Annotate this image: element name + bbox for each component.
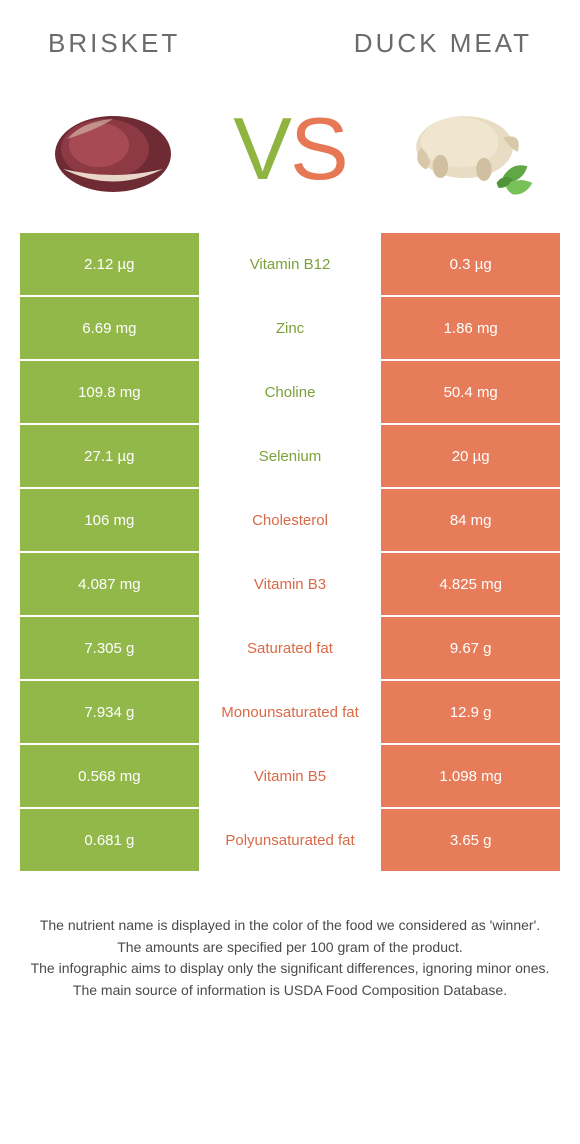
cell-right-value: 50.4 mg [381, 361, 560, 423]
cell-right-value: 1.098 mg [381, 745, 560, 807]
cell-left-value: 7.934 g [20, 681, 199, 743]
cell-nutrient-name: Zinc [201, 297, 380, 359]
cell-right-value: 1.86 mg [381, 297, 560, 359]
table-row: 4.087 mgVitamin B34.825 mg [20, 553, 560, 615]
table-row: 109.8 mgCholine50.4 mg [20, 361, 560, 423]
footer-line: The nutrient name is displayed in the co… [28, 915, 552, 937]
cell-nutrient-name: Saturated fat [201, 617, 380, 679]
cell-right-value: 12.9 g [381, 681, 560, 743]
cell-right-value: 9.67 g [381, 617, 560, 679]
cell-nutrient-name: Vitamin B3 [201, 553, 380, 615]
hero-row: VS [0, 79, 580, 233]
cell-nutrient-name: Polyunsaturated fat [201, 809, 380, 871]
cell-right-value: 20 µg [381, 425, 560, 487]
cell-nutrient-name: Vitamin B12 [201, 233, 380, 295]
cell-left-value: 106 mg [20, 489, 199, 551]
title-left: Brisket [48, 28, 180, 59]
cell-right-value: 84 mg [381, 489, 560, 551]
vs-v: V [233, 99, 290, 198]
cell-right-value: 0.3 µg [381, 233, 560, 295]
cell-left-value: 0.681 g [20, 809, 199, 871]
table-row: 7.305 gSaturated fat9.67 g [20, 617, 560, 679]
cell-right-value: 3.65 g [381, 809, 560, 871]
cell-nutrient-name: Choline [201, 361, 380, 423]
table-row: 2.12 µgVitamin B120.3 µg [20, 233, 560, 295]
cell-nutrient-name: Monounsaturated fat [201, 681, 380, 743]
duck-image [392, 89, 542, 209]
header: Brisket Duck meat [0, 0, 580, 79]
table-row: 27.1 µgSelenium20 µg [20, 425, 560, 487]
table-row: 0.568 mgVitamin B51.098 mg [20, 745, 560, 807]
cell-left-value: 4.087 mg [20, 553, 199, 615]
cell-left-value: 2.12 µg [20, 233, 199, 295]
footer-line: The infographic aims to display only the… [28, 958, 552, 980]
cell-right-value: 4.825 mg [381, 553, 560, 615]
vs-s: S [290, 99, 347, 198]
cell-left-value: 6.69 mg [20, 297, 199, 359]
vs-label: VS [233, 105, 346, 193]
comparison-table: 2.12 µgVitamin B120.3 µg6.69 mgZinc1.86 … [0, 233, 580, 871]
footer-line: The main source of information is USDA F… [28, 980, 552, 1002]
cell-nutrient-name: Selenium [201, 425, 380, 487]
cell-left-value: 0.568 mg [20, 745, 199, 807]
mint-leaf-icon [497, 165, 533, 194]
brisket-image [38, 89, 188, 209]
title-right: Duck meat [354, 28, 532, 59]
cell-nutrient-name: Cholesterol [201, 489, 380, 551]
table-row: 0.681 gPolyunsaturated fat3.65 g [20, 809, 560, 871]
table-row: 7.934 gMonounsaturated fat12.9 g [20, 681, 560, 743]
footer-line: The amounts are specified per 100 gram o… [28, 937, 552, 959]
cell-left-value: 109.8 mg [20, 361, 199, 423]
cell-left-value: 27.1 µg [20, 425, 199, 487]
table-row: 106 mgCholesterol84 mg [20, 489, 560, 551]
cell-left-value: 7.305 g [20, 617, 199, 679]
table-row: 6.69 mgZinc1.86 mg [20, 297, 560, 359]
footer-notes: The nutrient name is displayed in the co… [0, 873, 580, 1002]
cell-nutrient-name: Vitamin B5 [201, 745, 380, 807]
